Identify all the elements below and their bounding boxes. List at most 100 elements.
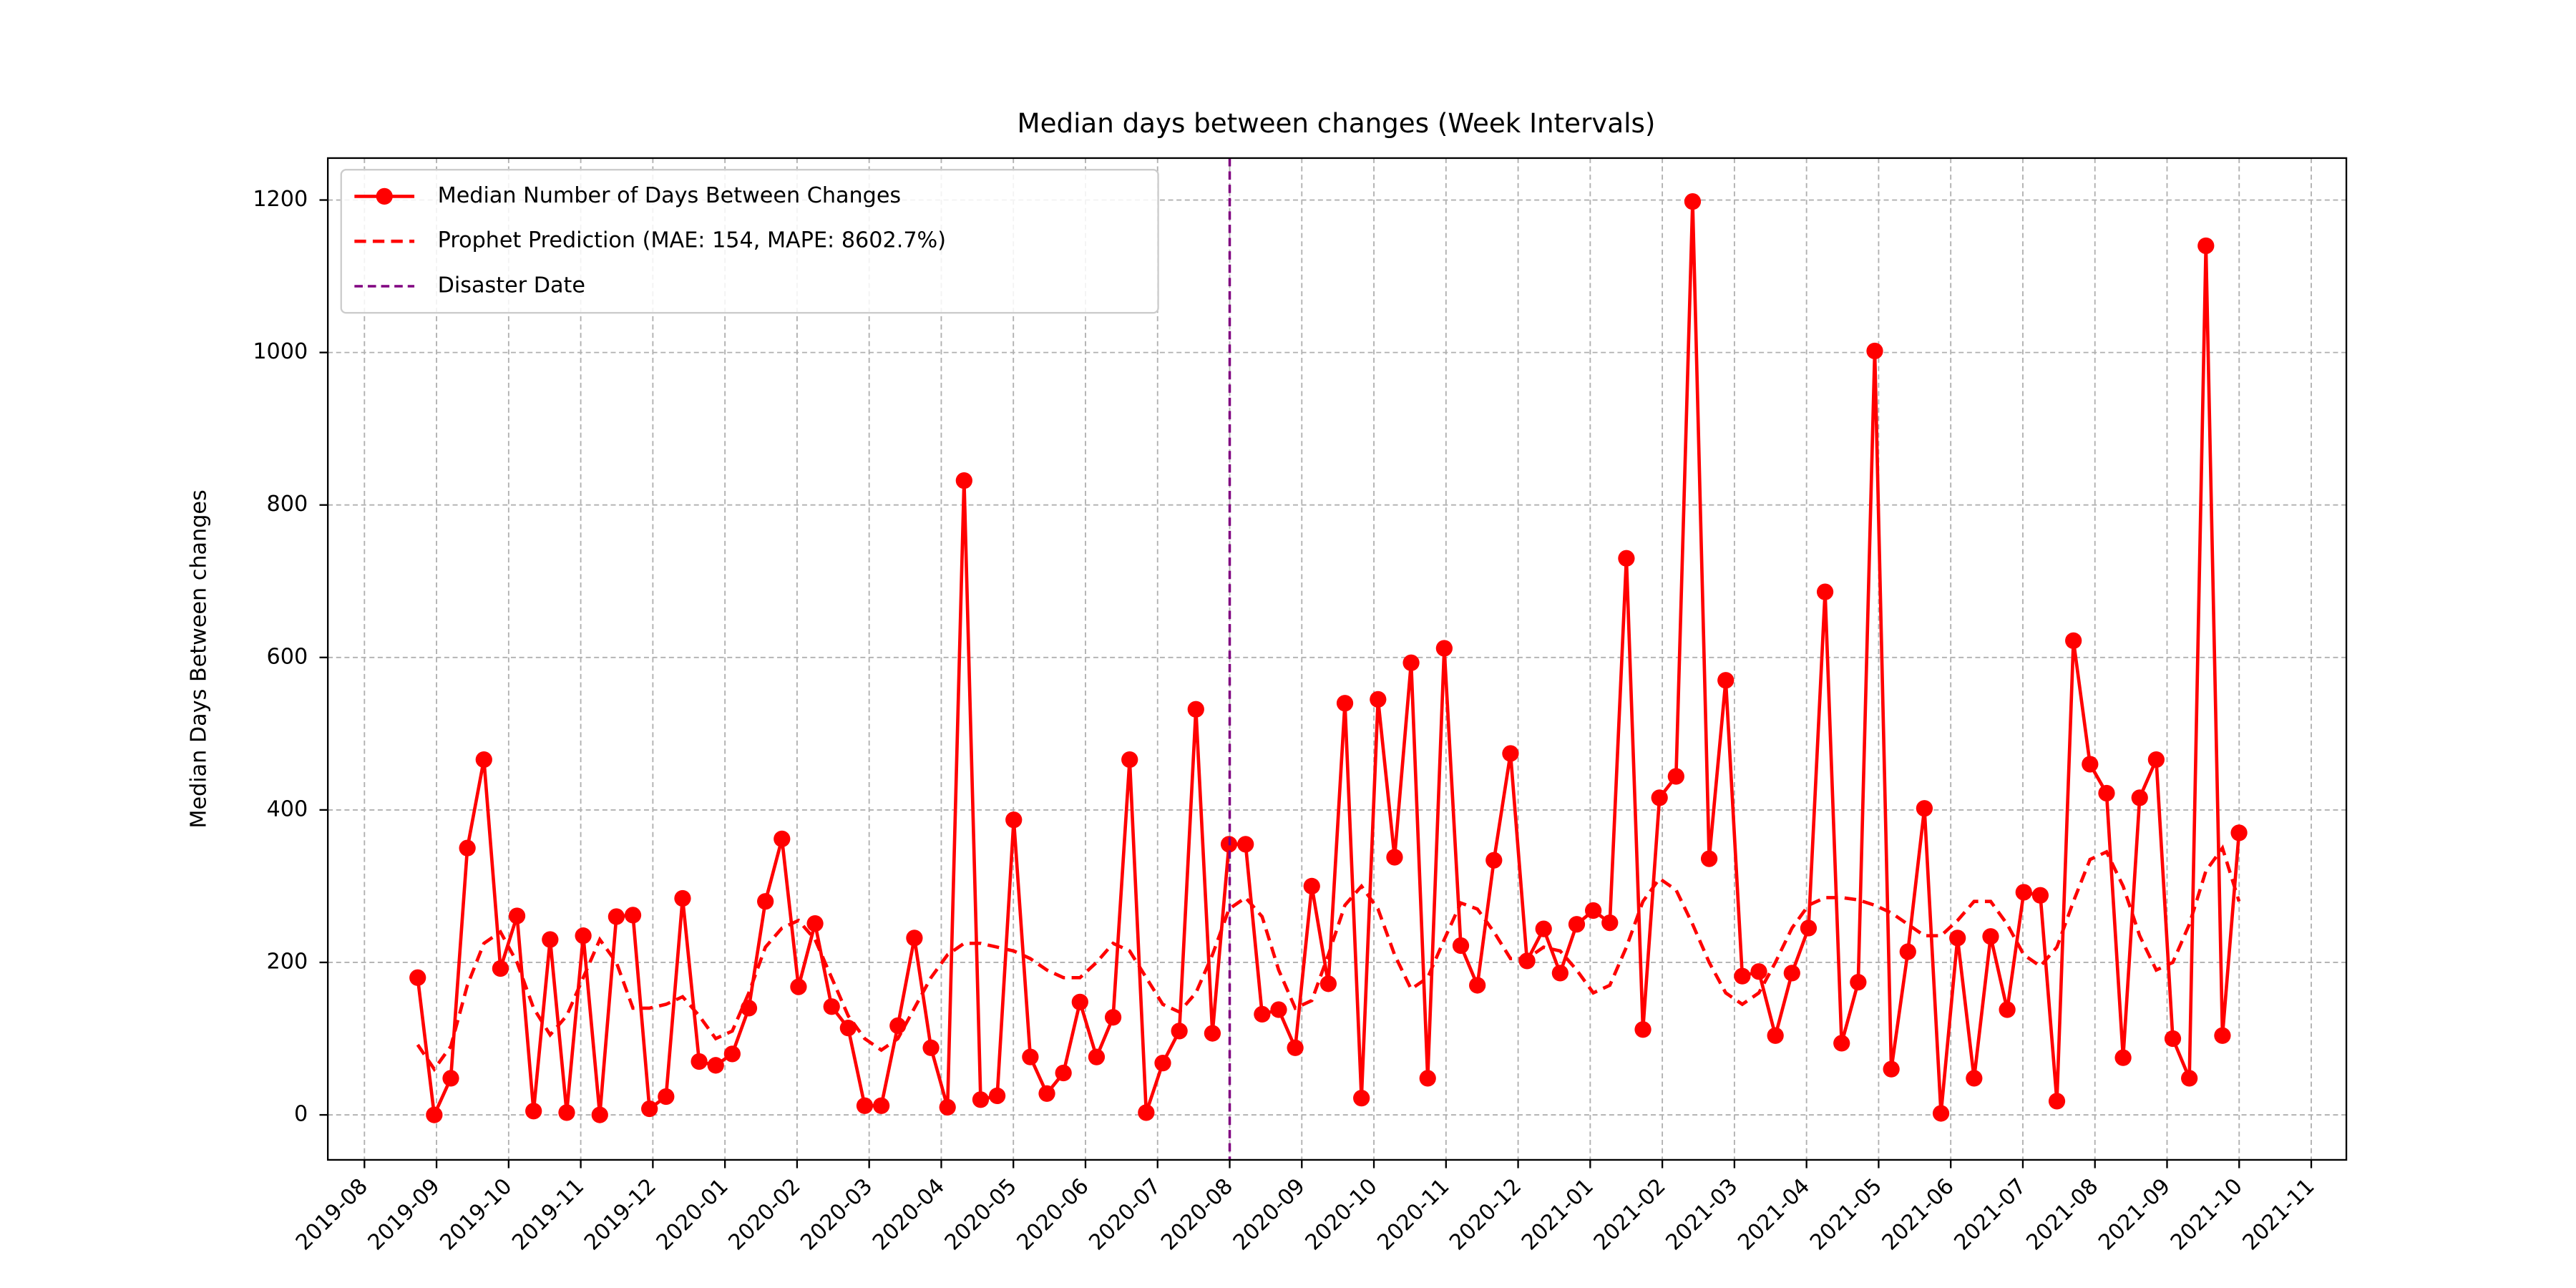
data-point xyxy=(1568,916,1586,933)
data-point xyxy=(1104,1009,1122,1026)
data-point xyxy=(1336,695,1354,712)
x-tick-label: 2021-07 xyxy=(1950,1174,2031,1255)
data-point xyxy=(2114,1049,2132,1066)
data-point xyxy=(542,931,559,948)
x-tick-label: 2020-01 xyxy=(652,1174,733,1255)
x-tick-label: 2020-08 xyxy=(1156,1174,1238,1255)
data-point xyxy=(1535,920,1552,937)
x-tick-label: 2020-10 xyxy=(1301,1174,1382,1255)
data-point xyxy=(1800,919,1818,937)
x-tick-label: 2019-09 xyxy=(364,1174,445,1255)
x-tick-label: 2021-04 xyxy=(1733,1174,1815,1255)
data-point xyxy=(806,915,824,932)
x-tick-label: 2021-11 xyxy=(2238,1174,2320,1255)
data-point xyxy=(1767,1027,1784,1044)
legend-box xyxy=(340,169,1159,314)
data-point xyxy=(2197,237,2215,255)
data-point xyxy=(591,1106,608,1123)
prediction-line xyxy=(416,844,2241,1073)
data-point xyxy=(1237,836,1254,853)
data-point xyxy=(1270,1001,1287,1018)
data-point xyxy=(1088,1048,1106,1065)
x-tick-label: 2020-12 xyxy=(1445,1174,1526,1255)
data-point xyxy=(1469,977,1486,994)
data-point xyxy=(1717,672,1735,689)
y-axis-label: Median Days Between changes xyxy=(187,489,212,828)
data-point xyxy=(1667,768,1684,785)
x-tick-label: 2021-08 xyxy=(2021,1174,2103,1255)
x-tick-label: 2020-04 xyxy=(868,1174,950,1255)
data-point xyxy=(1319,975,1337,992)
data-point xyxy=(1254,1005,1271,1023)
x-tick-label: 2020-05 xyxy=(940,1174,1022,1255)
data-point xyxy=(1866,342,1883,360)
data-point xyxy=(1370,691,1387,708)
y-tick-label: 400 xyxy=(267,796,308,821)
y-tick-label: 600 xyxy=(267,644,308,669)
data-point xyxy=(1187,701,1204,718)
data-point xyxy=(1883,1060,1900,1078)
data-point xyxy=(1618,550,1635,567)
data-point xyxy=(426,1106,443,1123)
data-point xyxy=(459,839,476,857)
x-tick-label: 2020-02 xyxy=(724,1174,806,1255)
data-point xyxy=(1601,914,1619,932)
data-point xyxy=(1038,1085,1055,1102)
x-tick-label: 2021-10 xyxy=(2166,1174,2248,1255)
data-point xyxy=(906,930,923,947)
x-tick-label: 2020-07 xyxy=(1084,1174,1166,1255)
data-point xyxy=(1154,1054,1171,1072)
data-point xyxy=(1551,965,1568,982)
data-point xyxy=(624,907,642,924)
data-point xyxy=(1386,849,1403,866)
data-point xyxy=(889,1017,907,1035)
plot-frame xyxy=(326,157,2348,1161)
data-point xyxy=(988,1087,1006,1105)
data-point xyxy=(1916,800,1933,817)
data-point xyxy=(740,1000,758,1017)
data-point xyxy=(658,1088,675,1106)
data-point xyxy=(1287,1039,1304,1056)
data-point xyxy=(508,907,526,924)
chart-title: Median days between changes (Week Interv… xyxy=(1018,107,1656,139)
data-point xyxy=(1734,967,1751,985)
data-point xyxy=(492,960,509,977)
data-point xyxy=(2065,632,2082,649)
data-point xyxy=(856,1097,874,1114)
x-tick-label: 2021-03 xyxy=(1662,1174,1743,1255)
data-point xyxy=(1485,852,1503,869)
data-point xyxy=(922,1039,940,1056)
x-tick-label: 2021-05 xyxy=(1805,1174,1887,1255)
legend: Median Number of Days Between Changes Pro… xyxy=(340,169,1159,314)
data-point xyxy=(1055,1064,1072,1082)
x-tick-label: 2019-12 xyxy=(580,1174,661,1255)
data-point xyxy=(707,1057,724,1074)
data-point xyxy=(1949,930,1966,947)
data-point xyxy=(1402,654,1420,671)
data-point xyxy=(1899,943,1916,960)
data-point xyxy=(608,908,625,925)
data-point xyxy=(2082,756,2099,773)
legend-label: Prophet Prediction (MAE: 154, MAPE: 8602… xyxy=(438,228,946,253)
data-point xyxy=(1171,1023,1188,1040)
data-point xyxy=(790,978,807,995)
data-point xyxy=(1684,193,1702,210)
data-point xyxy=(1850,974,1867,991)
data-point xyxy=(1700,850,1718,867)
data-point xyxy=(2031,887,2049,904)
data-point xyxy=(1833,1035,1850,1052)
y-tick-label: 1000 xyxy=(253,339,308,364)
x-tick-label: 2020-06 xyxy=(1013,1174,1094,1255)
legend-label: Disaster Date xyxy=(438,273,585,298)
data-point xyxy=(955,472,972,489)
data-point xyxy=(1816,583,1834,600)
data-point xyxy=(442,1070,459,1087)
data-point xyxy=(939,1098,956,1116)
data-point xyxy=(691,1053,708,1070)
legend-label: Median Number of Days Between Changes xyxy=(438,183,902,208)
y-tick-label: 0 xyxy=(294,1102,308,1127)
data-point xyxy=(1071,993,1088,1011)
data-point xyxy=(972,1091,990,1108)
data-point xyxy=(2181,1070,2198,1087)
